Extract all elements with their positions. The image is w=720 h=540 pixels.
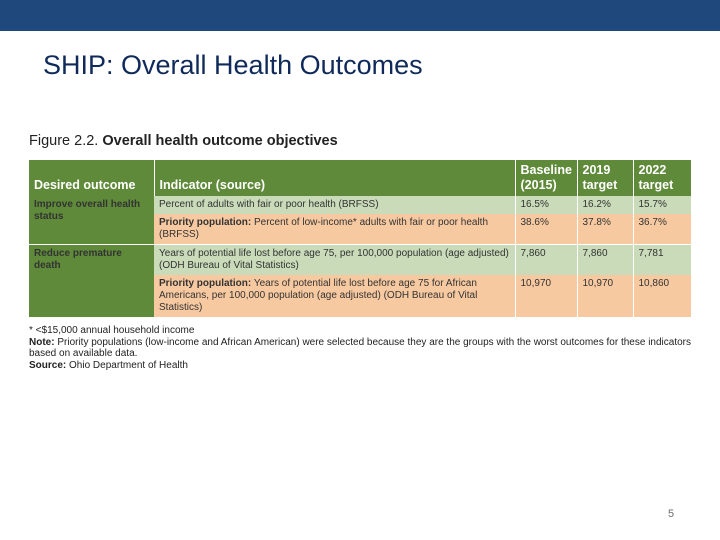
baseline-cell: 10,970 — [514, 275, 577, 317]
header-desired-outcome: Desired outcome — [29, 160, 154, 196]
target-2019-cell: 7,860 — [576, 244, 633, 275]
target-2022-cell: 36.7% — [632, 214, 691, 245]
table-row: Priority population: Percent of low-inco… — [29, 214, 691, 245]
target-2022-cell: 15.7% — [632, 196, 691, 214]
outcome-cell: Improve overall health status — [29, 196, 154, 245]
indicator-cell: Years of potential life lost before age … — [154, 244, 515, 275]
indicator-cell: Priority population: Percent of low-inco… — [154, 214, 515, 245]
figure-title: Figure 2.2. Overall health outcome objec… — [29, 133, 338, 149]
baseline-cell: 16.5% — [514, 196, 577, 214]
note-text: Priority populations (low-income and Afr… — [29, 336, 691, 360]
top-banner — [0, 0, 720, 31]
target-2022-cell: 7,781 — [632, 244, 691, 275]
header-2019-target: 2019 target — [576, 160, 633, 196]
indicator-cell: Percent of adults with fair or poor heal… — [154, 196, 515, 214]
indicator-text: Years of potential life lost before age … — [159, 248, 509, 271]
target-2022-cell: 10,860 — [632, 275, 691, 317]
note-paragraph: Note: Priority populations (low-income a… — [29, 337, 694, 360]
slide-title: SHIP: Overall Health Outcomes — [43, 50, 423, 80]
indicator-text: Years of potential life lost before age … — [159, 278, 478, 313]
outcome-cell: Reduce premature death — [29, 244, 154, 317]
target-2019-cell: 10,970 — [576, 275, 633, 317]
figure-heading: Overall health outcome objectives — [102, 133, 338, 149]
table-row: Reduce premature death Years of potentia… — [29, 244, 691, 317]
source-line: Source: Ohio Department of Health — [29, 360, 694, 372]
indicator-text: Percent of adults with fair or poor heal… — [159, 199, 379, 210]
indicator-text: Percent of low-income* adults with fair … — [159, 217, 489, 240]
income-footnote: * <$15,000 annual household income — [29, 325, 195, 336]
indicator-cell: Priority population: Years of potential … — [154, 275, 515, 317]
source-text: Ohio Department of Health — [66, 359, 188, 371]
table-row: Improve overall health status Percent of… — [29, 196, 691, 245]
target-2019-cell: 16.2% — [576, 196, 633, 214]
table-notes: * <$15,000 annual household income Note:… — [29, 325, 694, 371]
header-2022-target: 2022 target — [632, 160, 691, 196]
header-indicator: Indicator (source) — [153, 160, 515, 196]
outcomes-table: Desired outcome Indicator (source) Basel… — [29, 160, 691, 317]
priority-population-label: Priority population: — [159, 278, 252, 289]
note-label: Note: — [29, 336, 55, 348]
header-baseline: Baseline (2015) — [514, 160, 577, 196]
priority-population-label: Priority population: — [159, 217, 252, 228]
baseline-cell: 7,860 — [514, 244, 577, 275]
baseline-cell: 38.6% — [514, 214, 577, 245]
table-row: Priority population: Years of potential … — [29, 275, 691, 317]
target-2019-cell: 37.8% — [576, 214, 633, 245]
table-header-row: Desired outcome Indicator (source) Basel… — [29, 160, 691, 196]
page-number: 5 — [668, 508, 675, 520]
source-label: Source: — [29, 359, 67, 371]
figure-label: Figure 2.2. — [29, 133, 99, 149]
